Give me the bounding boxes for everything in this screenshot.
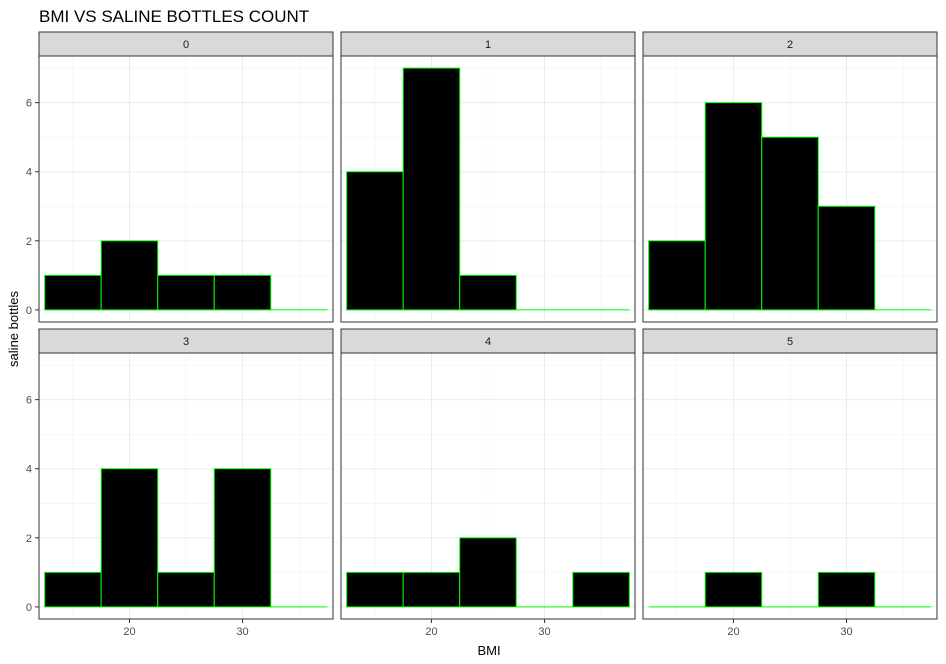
y-tick-label: 2 (26, 236, 32, 248)
histogram-bar (44, 274, 102, 311)
facet-panel-1: 1 (340, 31, 636, 323)
chart-title: BMI VS SALINE BOTTLES COUNT (39, 7, 309, 26)
histogram-bar (704, 571, 763, 608)
x-tick-label: 20 (727, 626, 739, 638)
histogram-bar (402, 67, 461, 311)
histogram-bar (817, 205, 876, 311)
facet-strip-label: 3 (183, 336, 189, 348)
histogram-bar (459, 274, 517, 311)
histogram-bar (459, 537, 517, 608)
histogram-bar (402, 571, 461, 608)
histogram-bar (817, 571, 876, 608)
y-tick-label: 4 (26, 167, 32, 179)
facet-panel-0: 0 0 2 4 6 (26, 31, 334, 323)
histogram-bar (157, 571, 215, 608)
facet-strip (38, 31, 334, 57)
histogram-bar (346, 571, 404, 608)
histogram-bar (100, 240, 159, 311)
facet-strip-label: 1 (485, 39, 491, 51)
facet-panel-4: 4 20 30 (340, 328, 636, 638)
facet-strip (642, 328, 938, 354)
histogram-bar (157, 274, 215, 311)
histogram-bar (213, 468, 272, 608)
panel-border (642, 352, 938, 620)
histogram-bar (704, 102, 763, 311)
y-tick-label: 0 (26, 602, 32, 614)
x-axis-title: BMI (477, 643, 500, 658)
facet-strip (340, 328, 636, 354)
facet-strip-label: 4 (485, 336, 491, 348)
histogram-bar (100, 468, 159, 608)
panel-border (340, 352, 636, 620)
y-tick-label: 6 (26, 395, 32, 407)
facet-strip-label: 2 (787, 39, 793, 51)
facet-strip (642, 31, 938, 57)
facet-panel-2: 2 (642, 31, 938, 323)
histogram-bar (44, 571, 102, 608)
panel-border (340, 55, 636, 323)
histogram-bar (346, 171, 404, 311)
y-tick-label: 2 (26, 533, 32, 545)
x-tick-label: 30 (840, 626, 852, 638)
y-tick-label: 4 (26, 464, 32, 476)
histogram-bar (572, 571, 630, 608)
panel-border (38, 352, 334, 620)
facet-panel-5: 5 20 30 (642, 328, 938, 638)
panel-border (642, 55, 938, 323)
facet-strip-label: 5 (787, 336, 793, 348)
x-tick-label: 20 (123, 626, 135, 638)
x-tick-label: 30 (236, 626, 248, 638)
panel-border (38, 55, 334, 323)
y-tick-label: 0 (26, 305, 32, 317)
facet-strip (38, 328, 334, 354)
histogram-bar (648, 240, 706, 311)
x-tick-label: 20 (425, 626, 437, 638)
histogram-bar (213, 274, 272, 311)
x-tick-label: 30 (538, 626, 550, 638)
y-axis-title: saline bottles (6, 291, 21, 367)
histogram-bar (761, 136, 819, 311)
facet-strip-label: 0 (183, 39, 189, 51)
y-tick-label: 6 (26, 98, 32, 110)
facet-strip (340, 31, 636, 57)
